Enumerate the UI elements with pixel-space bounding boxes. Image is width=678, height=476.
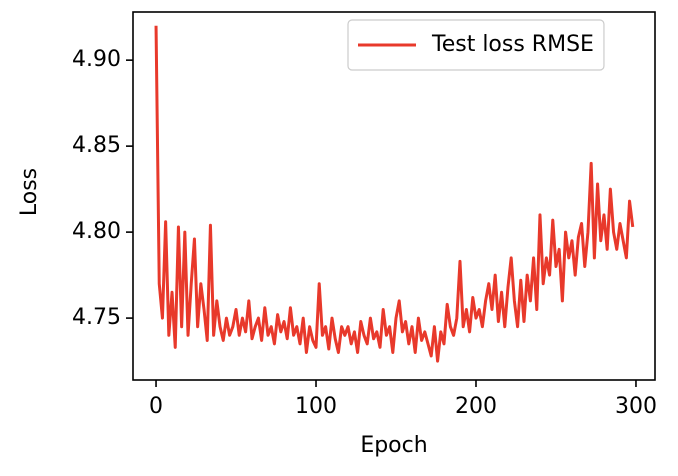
x-axis-label: Epoch (360, 433, 427, 458)
y-tick-label: 4.75 (72, 305, 121, 330)
legend-box (347, 19, 605, 71)
x-tick-label: 200 (455, 394, 497, 419)
x-tick-label: 300 (615, 394, 657, 419)
x-tick-label: 0 (149, 394, 163, 419)
y-tick-label: 4.80 (72, 219, 121, 244)
y-tick-label: 4.85 (72, 133, 121, 158)
data-line (154, 25, 635, 363)
x-tick-label: 100 (295, 394, 337, 419)
legend-label: Test loss RMSE (431, 32, 594, 57)
y-axis-label: Loss (17, 168, 42, 216)
plot-frame (132, 11, 656, 381)
y-tick-label: 4.90 (72, 47, 121, 72)
